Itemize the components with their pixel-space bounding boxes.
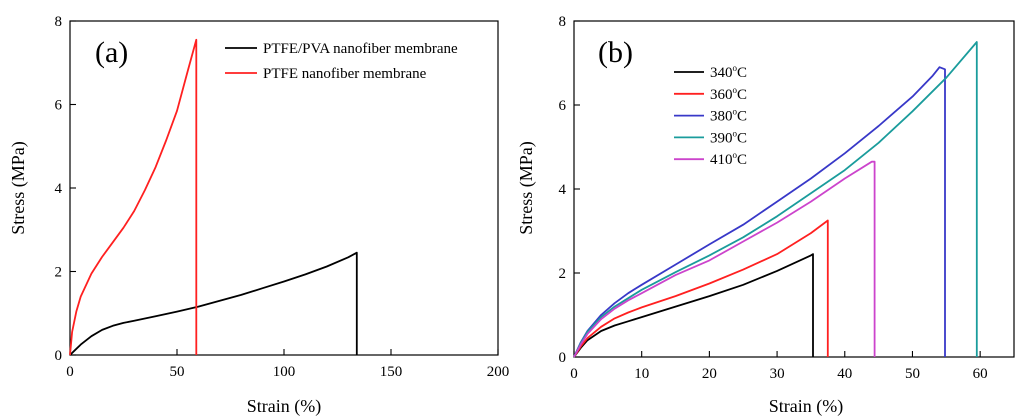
series-line-a-1 [69, 38, 198, 356]
x-axis-label-a: Strain (%) [247, 396, 321, 417]
x-tick-label-a-0: 0 [66, 364, 74, 380]
legend-label-b-1: 360oC [710, 85, 747, 103]
y-axis-label-a: Stress (MPa) [8, 141, 29, 235]
y-axis-label-b: Stress (MPa) [516, 141, 537, 235]
legend-label-b-0: 340oC [710, 63, 747, 81]
series-line-a-0 [69, 251, 358, 356]
legend-label-a-1: PTFE nanofiber membrane [263, 66, 427, 82]
y-tick-label-a-6: 6 [55, 98, 63, 114]
x-tick-label-b-20: 20 [702, 366, 717, 382]
x-tick-label-b-10: 10 [634, 366, 649, 382]
series-line-b-0 [573, 253, 814, 358]
series-line-b-3 [573, 41, 978, 358]
legend-label-b-3: 390oC [710, 128, 747, 146]
y-tick-label-b-2: 2 [559, 266, 567, 282]
legend-label-b-2: 380oC [710, 107, 747, 125]
x-tick-label-a-150: 150 [380, 364, 403, 380]
legend-label-b-4: 410oC [710, 150, 747, 168]
series-lines-b [573, 41, 978, 358]
chart-panel-b: 0 10 20 30 40 50 60 0 2 4 6 8 (b) Strain (%) Stress… [516, 14, 1015, 417]
series-line-b-4 [573, 160, 876, 358]
y-tick-label-b-4: 4 [559, 182, 567, 198]
x-tick-label-b-50: 50 [905, 366, 920, 382]
x-axis-label-b: Strain (%) [769, 396, 843, 417]
y-tick-label-b-8: 8 [559, 14, 567, 30]
axis-ticks-b: 0 10 20 30 40 50 60 0 2 4 6 8 [559, 14, 988, 382]
x-tick-label-a-200: 200 [487, 364, 510, 380]
x-tick-label-a-50: 50 [170, 364, 185, 380]
y-tick-label-a-8: 8 [55, 14, 63, 30]
legend-a: PTFE/PVA nanofiber membrane PTFE nanofibe… [225, 41, 458, 82]
chart-panel-a: 0 50 100 150 200 0 2 4 6 8 (a) Strain (%) Stress … [8, 14, 509, 417]
panel-label-b: (b) [598, 36, 633, 69]
x-tick-label-b-0: 0 [570, 366, 578, 382]
legend-label-a-0: PTFE/PVA nanofiber membrane [263, 41, 458, 57]
x-tick-label-b-60: 60 [973, 366, 988, 382]
x-tick-label-a-100: 100 [273, 364, 296, 380]
axis-ticks-a: 0 50 100 150 200 0 2 4 6 8 [55, 14, 510, 380]
y-tick-label-b-6: 6 [559, 98, 567, 114]
y-tick-label-a-0: 0 [55, 348, 63, 364]
series-lines-a [69, 38, 358, 356]
panel-label-a: (a) [95, 36, 128, 69]
series-line-b-2 [573, 66, 946, 358]
series-line-b-1 [573, 219, 829, 358]
x-tick-label-b-30: 30 [770, 366, 785, 382]
y-tick-label-a-4: 4 [55, 181, 63, 197]
legend-b: 340oC 360oC 380oC 390oC 410oC [674, 63, 747, 168]
y-tick-label-a-2: 2 [55, 265, 63, 281]
y-tick-label-b-0: 0 [559, 350, 567, 366]
x-tick-label-b-40: 40 [837, 366, 852, 382]
